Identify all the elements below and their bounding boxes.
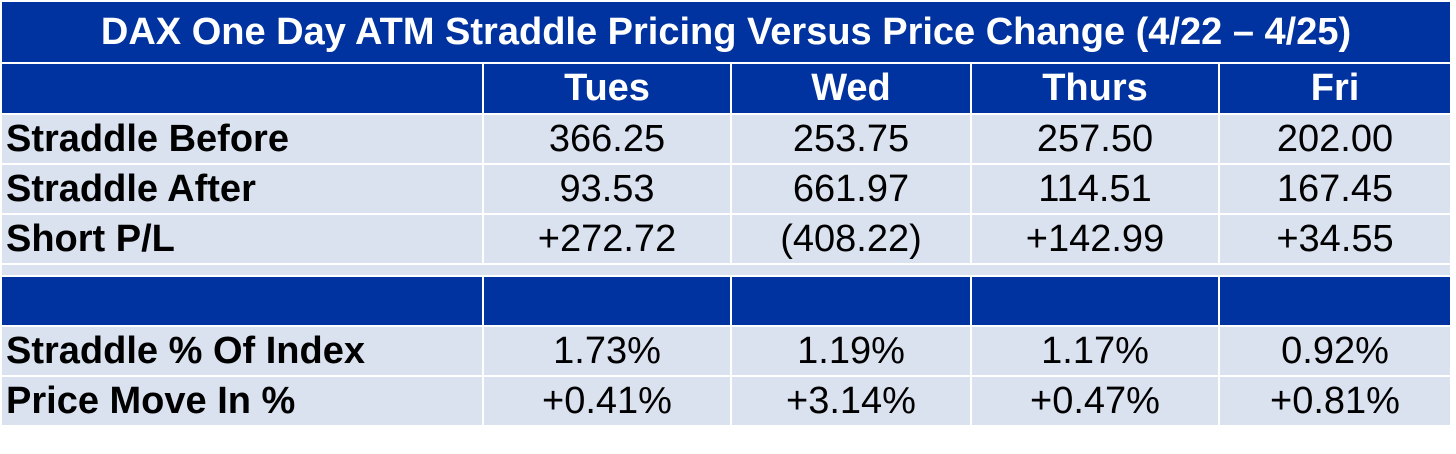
separator-cell [970, 275, 1220, 327]
cell-value: 0.92% [1217, 325, 1453, 377]
cell-value: 93.53 [482, 163, 732, 215]
cell-value-positive: +3.14% [730, 375, 972, 427]
cell-value-positive: +34.55 [1217, 213, 1453, 265]
cell-value: 366.25 [482, 113, 732, 165]
row-label: Short P/L [0, 213, 484, 265]
cell-value: 661.97 [730, 163, 972, 215]
cell-value-positive: +272.72 [482, 213, 732, 265]
cell-value: 167.45 [1217, 163, 1453, 215]
table-row-straddle-pct-index: Straddle % Of Index 1.73% 1.19% 1.17% 0.… [0, 325, 1453, 377]
column-header-thurs: Thurs [970, 62, 1220, 115]
table-row-straddle-after: Straddle After 93.53 661.97 114.51 167.4… [0, 163, 1453, 215]
cell-value-positive: +0.41% [482, 375, 732, 427]
gap-row [0, 263, 1453, 276]
title-row: DAX One Day ATM Straddle Pricing Versus … [0, 0, 1453, 64]
column-header-fri: Fri [1217, 62, 1453, 115]
straddle-table-container: DAX One Day ATM Straddle Pricing Versus … [0, 0, 1453, 427]
column-header-wed: Wed [730, 62, 972, 115]
separator-row [0, 275, 1453, 327]
row-label: Straddle % Of Index [0, 325, 484, 377]
column-header-row: Tues Wed Thurs Fri [0, 62, 1453, 115]
separator-cell [482, 275, 732, 327]
table-title: DAX One Day ATM Straddle Pricing Versus … [0, 0, 1453, 64]
column-header-tues: Tues [482, 62, 732, 115]
cell-value: 257.50 [970, 113, 1220, 165]
header-blank-cell [0, 62, 484, 115]
separator-cell [1217, 275, 1453, 327]
cell-value: 253.75 [730, 113, 972, 165]
table-row-price-move-pct: Price Move In % +0.41% +3.14% +0.47% +0.… [0, 375, 1453, 427]
cell-value-positive: +0.81% [1217, 375, 1453, 427]
separator-cell [0, 275, 484, 327]
cell-value: 1.73% [482, 325, 732, 377]
cell-value: 1.19% [730, 325, 972, 377]
row-label: Straddle Before [0, 113, 484, 165]
cell-value-negative: (408.22) [730, 213, 972, 265]
cell-value: 114.51 [970, 163, 1220, 215]
cell-value: 202.00 [1217, 113, 1453, 165]
table-row-short-pl: Short P/L +272.72 (408.22) +142.99 +34.5… [0, 213, 1453, 265]
separator-cell [730, 275, 972, 327]
table-row-straddle-before: Straddle Before 366.25 253.75 257.50 202… [0, 113, 1453, 165]
row-label: Straddle After [0, 163, 484, 215]
cell-value: 1.17% [970, 325, 1220, 377]
straddle-pricing-table: DAX One Day ATM Straddle Pricing Versus … [0, 0, 1453, 427]
cell-value-positive: +0.47% [970, 375, 1220, 427]
gap-cell [0, 263, 1453, 276]
cell-value-positive: +142.99 [970, 213, 1220, 265]
row-label: Price Move In % [0, 375, 484, 427]
